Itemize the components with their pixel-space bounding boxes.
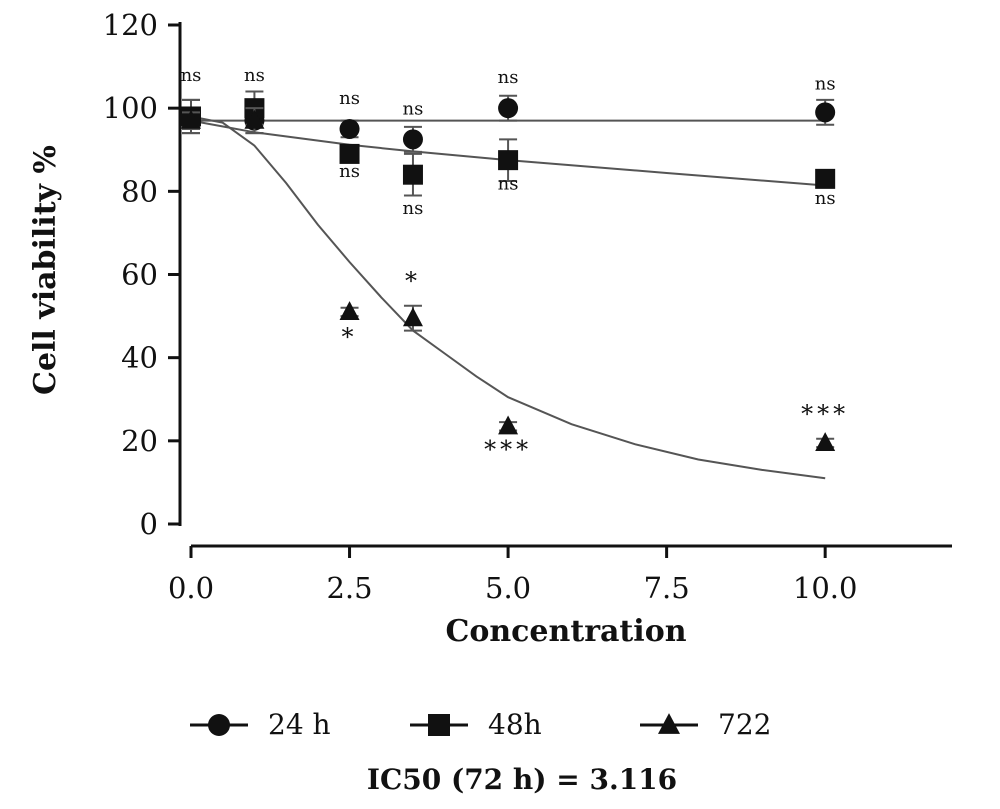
ns-label: ns xyxy=(339,161,360,182)
point-triangle xyxy=(244,109,265,129)
ns-label: ns xyxy=(498,173,519,194)
x-tick-label: 0.0 xyxy=(168,571,214,605)
axes: 0 20 40 60 80 100 120 0.0 2.5 5.0 7.5 10.0 xyxy=(103,8,952,605)
y-tick-label: 100 xyxy=(103,91,158,125)
significance-stars: *** xyxy=(801,400,849,428)
point-triangle xyxy=(815,432,836,452)
ns-label: ns xyxy=(244,65,265,86)
fit-line-triangle xyxy=(190,115,826,480)
point-square xyxy=(402,164,423,185)
point-square xyxy=(339,143,360,164)
ns-label: ns xyxy=(403,98,424,119)
y-tick-label: 0 xyxy=(140,507,158,541)
legend-item: 24 h xyxy=(190,708,331,741)
x-axis-title: Concentration xyxy=(445,614,686,649)
ns-label: ns xyxy=(339,88,360,109)
y-tick-label: 80 xyxy=(121,174,158,208)
significance-stars: *** xyxy=(484,435,532,463)
x-tick-label: 10.0 xyxy=(793,571,858,605)
legend-label: 24 h xyxy=(268,708,331,741)
y-tick-label: 20 xyxy=(121,424,158,458)
point-triangle xyxy=(498,415,519,435)
point-triangle xyxy=(181,109,201,129)
y-tick-label: 60 xyxy=(121,258,158,292)
y-axis-title: Cell viability % xyxy=(28,145,63,395)
legend: 24 h 48h 722 xyxy=(190,708,771,741)
legend-item: 48h xyxy=(410,708,542,741)
x-tick-label: 7.5 xyxy=(644,571,690,605)
significance-stars: * xyxy=(405,267,421,295)
point-circle xyxy=(815,102,836,123)
point-triangle xyxy=(402,307,423,327)
x-tick-label: 5.0 xyxy=(485,571,531,605)
point-circle xyxy=(498,98,519,119)
data-points xyxy=(181,90,836,452)
point-square xyxy=(815,168,836,189)
point-square xyxy=(498,150,519,171)
legend-item: 722 xyxy=(640,708,771,741)
ns-label: ns xyxy=(815,188,836,209)
legend-label: 48h xyxy=(488,708,542,741)
ns-label: ns xyxy=(815,73,836,94)
legend-square-icon xyxy=(428,714,450,736)
y-tick-label: 40 xyxy=(121,341,158,375)
legend-triangle-icon xyxy=(658,713,680,734)
significance-stars: * xyxy=(342,323,358,351)
ic50-caption: IC50 (72 h) = 3.116 xyxy=(367,763,677,796)
point-triangle xyxy=(339,301,360,321)
y-tick-label: 120 xyxy=(103,8,158,42)
ns-label: ns xyxy=(498,67,519,88)
ns-label: ns xyxy=(403,198,424,219)
point-circle xyxy=(402,129,423,150)
point-circle xyxy=(339,118,360,139)
legend-circle-icon xyxy=(208,714,230,736)
legend-label: 722 xyxy=(718,708,771,741)
x-tick-label: 2.5 xyxy=(326,571,372,605)
ns-label: ns xyxy=(181,65,202,86)
